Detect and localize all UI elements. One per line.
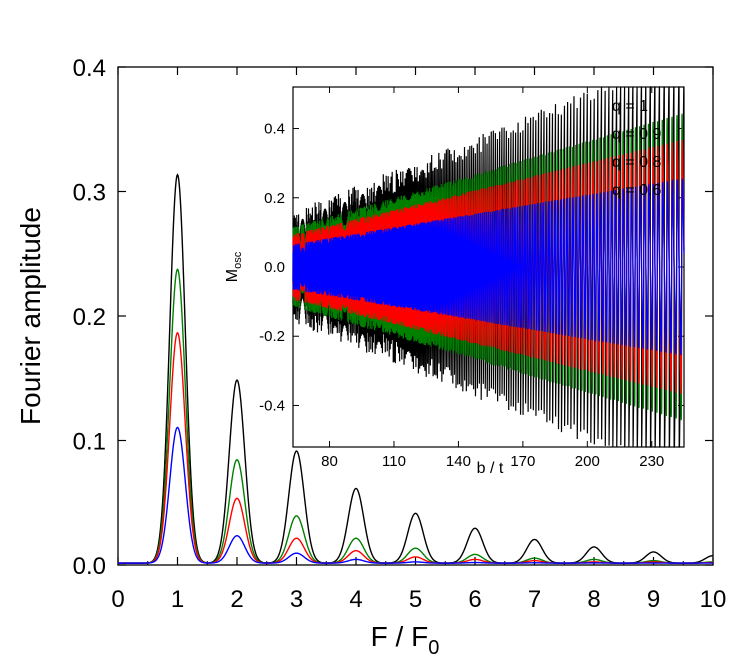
inset-x-tick-label: 200 [575,453,600,470]
main-y-tick-label: 0.4 [73,55,106,82]
main-y-tick-label: 0.0 [73,553,106,580]
main-x-tick-label: 4 [349,586,362,613]
inset-x-tick-label: 230 [639,453,664,470]
main-x-tick-label: 10 [700,586,727,613]
inset-x-axis-label: b / t [477,460,504,477]
main-x-axis-label-main: F / F [371,621,429,652]
inset-y-axis-label-main: M [224,269,241,282]
inset-y-tick-label: -0.2 [259,328,285,345]
main-x-tick-label: 1 [171,586,184,613]
legend-entry-q08: q = 0.8 [612,154,661,171]
inset-curves [292,86,685,448]
inset-x-tick-label: 80 [321,453,338,470]
main-x-tick-label: 5 [409,586,422,613]
legend: q = 1 q = 0.9 q = 0.8 q = 0.6 [612,98,661,199]
inset-x-tick-label: 140 [446,453,471,470]
inset-series-line-3 [292,178,685,356]
main-series-line-3 [118,426,713,564]
inset-y-axis-label-sub: osc [232,251,244,269]
main-curves [118,173,714,564]
main-x-tick-label: 9 [647,586,660,613]
main-x-tick-label: 3 [290,586,303,613]
inset-y-tick-label: 0.2 [264,190,285,207]
main-y-tick-label: 0.2 [73,304,106,331]
inset-y-tick-label: 0.0 [264,259,285,276]
main-x-tick-label: 7 [528,586,541,613]
main-x-tick-label: 8 [587,586,600,613]
legend-entry-q1: q = 1 [612,98,648,115]
main-y-tick-label: 0.1 [73,429,106,456]
main-y-tick-label: 0.3 [73,180,106,207]
inset-x-tick-label: 110 [382,453,406,470]
main-y-axis-label: Fourier amplitude [15,207,46,425]
inset-ticks: 80 110 140 170 200 230 -0.4 -0.2 0.0 0.2 0.4 [259,87,684,470]
inset-y-tick-label: 0.4 [264,121,285,138]
legend-entry-q06: q = 0.6 [612,182,661,199]
legend-entry-q09: q = 0.9 [612,126,661,143]
main-ticks: 0 1 2 3 4 5 6 7 8 9 10 0.0 0.1 0.2 0.3 0.4 [73,55,727,613]
main-x-tick-label: 2 [230,586,243,613]
inset-x-tick-label: 170 [510,453,535,470]
main-x-tick-label: 0 [111,586,124,613]
inset-y-tick-label: -0.4 [259,397,285,414]
main-x-axis-label: F / F0 [371,621,440,659]
main-x-axis-label-sub: 0 [428,637,439,659]
inset-y-axis-label: Mosc [224,251,244,282]
main-x-tick-label: 6 [468,586,481,613]
